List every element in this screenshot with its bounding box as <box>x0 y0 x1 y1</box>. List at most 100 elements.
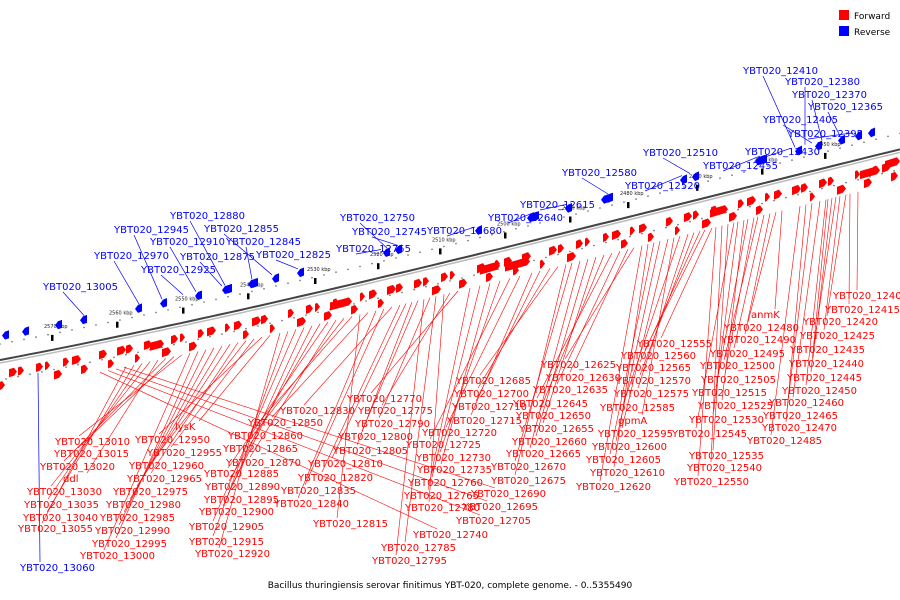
forward-gene-label[interactable]: YBT020_12420 <box>802 317 878 328</box>
reverse-gene-arrow[interactable] <box>135 303 142 313</box>
forward-gene-label[interactable]: YBT020_12980 <box>105 500 181 511</box>
reverse-gene-arrow[interactable] <box>222 283 232 295</box>
forward-gene-label[interactable]: YBT020_12780 <box>404 503 480 514</box>
forward-gene-label[interactable]: YBT020_12655 <box>518 424 594 435</box>
reverse-gene-label[interactable]: YBT020_12755 <box>335 244 411 255</box>
forward-gene-label[interactable]: YBT020_12995 <box>91 539 167 550</box>
forward-gene-label[interactable]: YBT020_13040 <box>22 513 98 524</box>
forward-gene-label[interactable]: YBT020_12985 <box>99 513 175 524</box>
forward-gene-arrow[interactable] <box>828 176 834 187</box>
forward-gene-arrow[interactable] <box>36 362 43 373</box>
forward-gene-label[interactable]: YBT020_12695 <box>462 502 538 513</box>
forward-gene-label[interactable]: YBT020_12500 <box>699 361 775 372</box>
forward-gene-label[interactable]: YBT020_12790 <box>354 419 430 430</box>
forward-gene-label[interactable]: YBT020_12620 <box>575 482 651 493</box>
forward-gene-arrow[interactable] <box>864 178 872 189</box>
forward-gene-arrow[interactable] <box>855 170 860 180</box>
forward-gene-label[interactable]: YBT020_12435 <box>789 345 865 356</box>
forward-gene-label[interactable]: YBT020_12705 <box>455 516 531 527</box>
forward-gene-arrow[interactable] <box>486 272 493 283</box>
forward-gene-arrow[interactable] <box>432 285 441 296</box>
forward-gene-label[interactable]: YBT020_12555 <box>636 339 712 350</box>
forward-gene-arrow[interactable] <box>150 339 164 351</box>
forward-gene-arrow[interactable] <box>378 298 384 309</box>
forward-gene-label[interactable]: YBT020_12605 <box>585 455 661 466</box>
forward-gene-label[interactable]: YBT020_12490 <box>720 335 796 346</box>
reverse-gene-label[interactable]: YBT020_12365 <box>807 102 883 113</box>
forward-gene-arrow[interactable] <box>666 216 673 227</box>
forward-gene-arrow[interactable] <box>63 357 69 367</box>
forward-gene-arrow[interactable] <box>549 245 557 256</box>
forward-gene-label[interactable]: YBT020_12675 <box>490 476 566 487</box>
forward-gene-arrow[interactable] <box>324 311 332 321</box>
forward-gene-arrow[interactable] <box>189 341 197 352</box>
forward-gene-arrow[interactable] <box>9 367 17 378</box>
forward-gene-arrow[interactable] <box>774 189 782 200</box>
forward-gene-label[interactable]: YBT020_12720 <box>421 428 497 439</box>
reverse-gene-label[interactable]: YBT020_12370 <box>791 90 867 101</box>
forward-gene-label[interactable]: YBT020_12960 <box>128 461 204 472</box>
forward-gene-arrow[interactable] <box>369 289 377 300</box>
forward-gene-arrow[interactable] <box>81 364 88 375</box>
forward-gene-label[interactable]: YBT020_12505 <box>700 375 776 386</box>
reverse-gene-label[interactable]: YBT020_12845 <box>225 237 301 248</box>
forward-gene-arrow[interactable] <box>306 304 313 315</box>
forward-gene-label[interactable]: YBT020_12965 <box>126 474 202 485</box>
reverse-gene-label[interactable]: YBT020_12615 <box>519 200 595 211</box>
forward-gene-label[interactable]: YBT020_12890 <box>204 482 280 493</box>
forward-gene-label[interactable]: YBT020_12900 <box>198 507 274 518</box>
forward-gene-arrow[interactable] <box>891 171 898 182</box>
forward-gene-label[interactable]: YBT020_12770 <box>346 394 422 405</box>
forward-gene-arrow[interactable] <box>396 283 403 293</box>
forward-gene-arrow[interactable] <box>423 277 429 287</box>
reverse-gene-label[interactable]: YBT020_12855 <box>203 224 279 235</box>
forward-gene-label[interactable]: YBT020_12725 <box>405 440 481 451</box>
forward-gene-label[interactable]: YBT020_12660 <box>511 437 587 448</box>
forward-gene-label[interactable]: YBT020_12690 <box>470 489 546 500</box>
reverse-gene-label[interactable]: YBT020_12680 <box>426 226 502 237</box>
reverse-gene-label[interactable]: YBT020_12825 <box>255 250 331 261</box>
forward-gene-arrow[interactable] <box>837 184 846 195</box>
forward-gene-label[interactable]: YBT020_12815 <box>312 519 388 530</box>
forward-gene-label[interactable]: YBT020_12835 <box>280 486 356 497</box>
reverse-gene-label[interactable]: YBT020_12910 <box>149 237 225 248</box>
reverse-gene-arrow[interactable] <box>55 319 62 330</box>
forward-gene-label[interactable]: YBT020_12485 <box>746 436 822 447</box>
forward-gene-label[interactable]: lysK <box>175 422 196 433</box>
forward-gene-label[interactable]: YBT020_12865 <box>222 444 298 455</box>
forward-gene-label[interactable]: YBT020_12465 <box>762 411 838 422</box>
forward-gene-arrow[interactable] <box>414 278 422 289</box>
reverse-gene-arrow[interactable] <box>755 154 765 166</box>
forward-gene-arrow[interactable] <box>639 223 647 234</box>
forward-gene-label[interactable]: YBT020_12915 <box>188 537 264 548</box>
forward-gene-arrow[interactable] <box>480 261 500 275</box>
forward-gene-label[interactable]: YBT020_12685 <box>455 376 531 387</box>
forward-gene-arrow[interactable] <box>747 196 756 207</box>
reverse-gene-arrow[interactable] <box>527 211 539 223</box>
forward-gene-label[interactable]: YBT020_12560 <box>620 351 696 362</box>
forward-gene-label[interactable]: YBT020_12495 <box>709 349 785 360</box>
forward-gene-label[interactable]: YBT020_12765 <box>403 491 479 502</box>
forward-gene-arrow[interactable] <box>693 210 699 220</box>
forward-gene-arrow[interactable] <box>684 212 692 223</box>
forward-gene-label[interactable]: YBT020_12700 <box>453 389 529 400</box>
forward-gene-arrow[interactable] <box>540 259 545 269</box>
forward-gene-arrow[interactable] <box>505 257 530 272</box>
forward-gene-arrow[interactable] <box>756 205 763 216</box>
forward-gene-arrow[interactable] <box>387 284 396 296</box>
forward-gene-label[interactable]: YBT020_12415 <box>824 305 900 316</box>
forward-gene-label[interactable]: YBT020_12575 <box>613 389 689 400</box>
forward-gene-arrow[interactable] <box>765 192 770 202</box>
forward-gene-label[interactable]: YBT020_12545 <box>671 429 747 440</box>
reverse-gene-arrow[interactable] <box>565 202 572 213</box>
forward-gene-arrow[interactable] <box>710 205 728 218</box>
forward-gene-label[interactable]: YBT020_12515 <box>691 388 767 399</box>
reverse-gene-label[interactable]: YBT020_12380 <box>784 77 860 88</box>
forward-gene-label[interactable]: YBT020_12670 <box>490 462 566 473</box>
forward-gene-label[interactable]: YBT020_12535 <box>688 451 764 462</box>
forward-gene-label[interactable]: YBT020_12450 <box>781 386 857 397</box>
forward-gene-label[interactable]: YBT020_12550 <box>673 477 749 488</box>
forward-gene-arrow[interactable] <box>18 366 24 376</box>
forward-gene-arrow[interactable] <box>630 226 635 236</box>
forward-gene-label[interactable]: YBT020_12610 <box>589 468 665 479</box>
